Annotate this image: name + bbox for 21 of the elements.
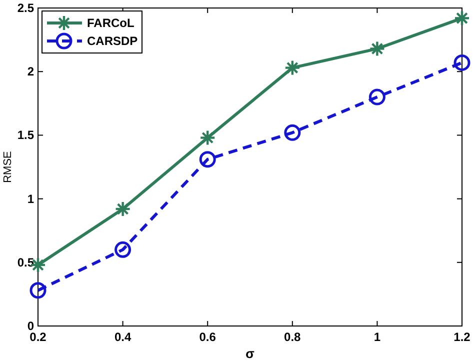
- x-tick-label: 0.8: [284, 330, 302, 344]
- y-tick-label: 0: [27, 319, 34, 333]
- x-tick-label: 0.6: [199, 330, 216, 344]
- y-tick-label: 1.5: [17, 128, 34, 142]
- x-tick-label: 0.2: [30, 330, 47, 344]
- point: [368, 88, 386, 106]
- x-tick-label: 1: [374, 330, 381, 344]
- legend-label: CARSDP: [87, 34, 138, 48]
- x-tick-label: 0.4: [114, 330, 132, 344]
- y-tick-label: 2.5: [17, 1, 34, 15]
- point: [30, 282, 46, 299]
- point: [114, 241, 132, 258]
- y-tick-label: 1: [27, 192, 34, 206]
- legend-label: FARCoL: [87, 16, 134, 30]
- y-axis-title: RMSE: [2, 151, 14, 183]
- point: [284, 124, 301, 141]
- point: [454, 54, 470, 71]
- x-axis-title: σ: [246, 346, 255, 361]
- point: [199, 151, 216, 168]
- y-tick-label: 2: [27, 64, 34, 79]
- x-tick-label: 1.2: [454, 330, 471, 344]
